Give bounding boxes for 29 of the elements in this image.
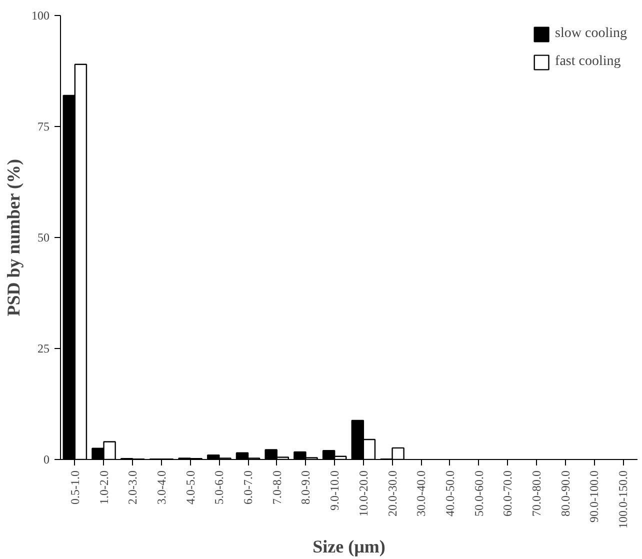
x-tick-label: 70.0-80.0 bbox=[530, 470, 544, 516]
x-tick-label: 10.0-20.0 bbox=[356, 470, 370, 516]
x-tick-label: 30.0-40.0 bbox=[414, 470, 428, 516]
x-tick-label: 50.0-60.0 bbox=[472, 470, 486, 516]
x-tick-label: 3.0-4.0 bbox=[154, 470, 168, 504]
x-tick-label: 6.0-7.0 bbox=[241, 470, 256, 504]
x-tick-label: 0.5-1.0 bbox=[68, 470, 82, 504]
y-tick-label: 100 bbox=[32, 8, 50, 22]
y-tick-label: 0 bbox=[44, 452, 50, 466]
x-tick-label: 8.0-9.0 bbox=[298, 470, 313, 504]
y-tick-label: 25 bbox=[38, 342, 50, 356]
x-tick-label: 90.0-100.0 bbox=[587, 470, 602, 522]
x-axis-title: Size (µm) bbox=[312, 536, 386, 556]
legend-label: fast cooling bbox=[555, 54, 621, 70]
x-tick-label: 1.0-2.0 bbox=[96, 470, 111, 504]
x-tick-label: 20.0-30.0 bbox=[385, 470, 400, 516]
x-tick-label: 7.0-8.0 bbox=[270, 470, 284, 504]
y-tick-label: 75 bbox=[38, 120, 50, 134]
y-axis-title: PSD by number (%) bbox=[4, 159, 24, 316]
x-tick-label: 5.0-6.0 bbox=[212, 470, 226, 504]
y-tick-label: 50 bbox=[38, 230, 50, 244]
x-tick-label: 4.0-5.0 bbox=[183, 470, 198, 504]
x-tick-label: 80.0-90.0 bbox=[558, 470, 572, 516]
x-tick-label: 60.0-70.0 bbox=[500, 470, 515, 516]
x-tick-label: 2.0-3.0 bbox=[126, 470, 140, 504]
x-tick-label: 40.0-50.0 bbox=[442, 470, 457, 516]
x-tick-label: 9.0-10.0 bbox=[328, 470, 342, 510]
legend-label: slow cooling bbox=[555, 26, 627, 42]
x-tick-label: 100.0-150.0 bbox=[616, 470, 630, 528]
